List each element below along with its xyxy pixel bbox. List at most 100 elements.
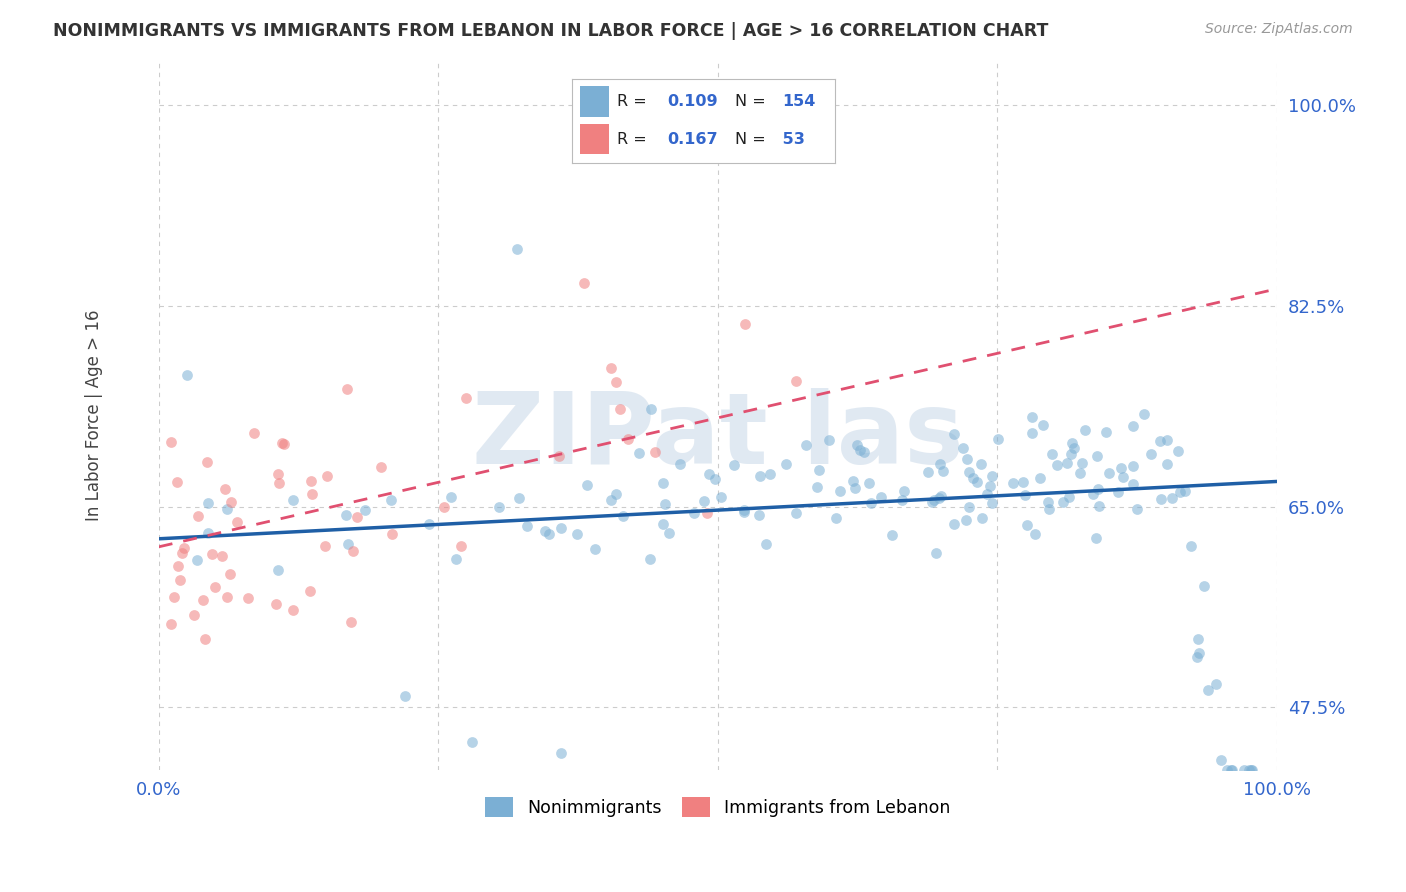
Point bbox=[167, 558, 190, 573]
Point bbox=[315, 469, 337, 483]
Point bbox=[1237, 764, 1260, 778]
Point bbox=[1109, 461, 1132, 475]
Point bbox=[488, 500, 510, 515]
Point bbox=[1133, 407, 1156, 421]
Point bbox=[550, 746, 572, 760]
Point bbox=[1087, 450, 1109, 464]
Point bbox=[1232, 764, 1254, 778]
Point bbox=[166, 475, 188, 489]
Point bbox=[955, 513, 977, 527]
Point bbox=[644, 445, 666, 459]
Point bbox=[733, 503, 755, 517]
Point bbox=[1098, 466, 1121, 480]
Point bbox=[301, 487, 323, 501]
Point bbox=[266, 597, 288, 611]
Point bbox=[516, 519, 538, 533]
Point bbox=[572, 276, 595, 290]
Point bbox=[1014, 488, 1036, 502]
Point bbox=[612, 509, 634, 524]
Point bbox=[370, 460, 392, 475]
Point bbox=[267, 476, 290, 491]
Point bbox=[346, 509, 368, 524]
Point bbox=[628, 446, 651, 460]
Point bbox=[1060, 447, 1083, 461]
Point bbox=[657, 525, 679, 540]
Point bbox=[1111, 470, 1133, 484]
Point bbox=[508, 491, 530, 505]
Point bbox=[932, 464, 955, 478]
Point bbox=[794, 438, 817, 452]
Point bbox=[1084, 531, 1107, 545]
Point bbox=[221, 495, 243, 509]
Point bbox=[176, 368, 198, 382]
Point bbox=[1188, 646, 1211, 660]
Point bbox=[193, 632, 215, 646]
Point bbox=[567, 526, 589, 541]
Point bbox=[929, 457, 952, 471]
Point bbox=[987, 432, 1010, 446]
Point bbox=[1122, 419, 1144, 434]
Point bbox=[605, 375, 627, 389]
Point bbox=[1073, 423, 1095, 437]
Point bbox=[440, 490, 463, 504]
Point bbox=[870, 490, 893, 504]
Point bbox=[1029, 471, 1052, 485]
Point bbox=[807, 463, 830, 477]
Point bbox=[942, 517, 965, 532]
Point bbox=[281, 492, 304, 507]
Point bbox=[1001, 476, 1024, 491]
Point bbox=[1215, 764, 1237, 778]
Point bbox=[979, 479, 1001, 493]
Point bbox=[1070, 456, 1092, 470]
Point bbox=[817, 433, 839, 447]
Point bbox=[605, 487, 627, 501]
Point bbox=[454, 391, 477, 405]
Point bbox=[1160, 491, 1182, 505]
Point bbox=[734, 317, 756, 331]
Point bbox=[1240, 764, 1263, 778]
Point bbox=[1032, 417, 1054, 432]
Point bbox=[394, 689, 416, 703]
Point bbox=[980, 469, 1002, 483]
Point bbox=[195, 455, 218, 469]
Point bbox=[1167, 443, 1189, 458]
Point bbox=[197, 526, 219, 541]
Point bbox=[942, 426, 965, 441]
Point bbox=[1107, 485, 1129, 500]
Point bbox=[759, 467, 782, 481]
Point bbox=[1241, 764, 1264, 778]
Point bbox=[201, 547, 224, 561]
Point bbox=[1063, 441, 1085, 455]
Point bbox=[652, 517, 675, 532]
Point bbox=[1156, 457, 1178, 471]
Point bbox=[972, 511, 994, 525]
Point bbox=[921, 495, 943, 509]
Point bbox=[599, 361, 621, 376]
Point bbox=[1057, 491, 1080, 505]
Point bbox=[1220, 764, 1243, 778]
Point bbox=[1056, 456, 1078, 470]
Point bbox=[266, 563, 288, 577]
Point bbox=[314, 539, 336, 553]
Point bbox=[924, 546, 946, 560]
Text: ZIPat las: ZIPat las bbox=[472, 388, 963, 484]
Point bbox=[1046, 458, 1069, 473]
Point bbox=[1168, 484, 1191, 499]
Point bbox=[1036, 495, 1059, 509]
Point bbox=[957, 500, 980, 515]
Point bbox=[1021, 409, 1043, 424]
Point bbox=[976, 487, 998, 501]
Point bbox=[204, 580, 226, 594]
Point bbox=[1052, 495, 1074, 509]
Point bbox=[703, 472, 725, 486]
Point bbox=[668, 457, 690, 471]
Point bbox=[1017, 518, 1039, 533]
Point bbox=[806, 480, 828, 494]
Point bbox=[550, 521, 572, 535]
Point bbox=[842, 474, 865, 488]
Point bbox=[537, 526, 560, 541]
Point bbox=[336, 537, 359, 551]
Point bbox=[193, 593, 215, 607]
Point bbox=[1197, 683, 1219, 698]
Point bbox=[266, 467, 288, 482]
